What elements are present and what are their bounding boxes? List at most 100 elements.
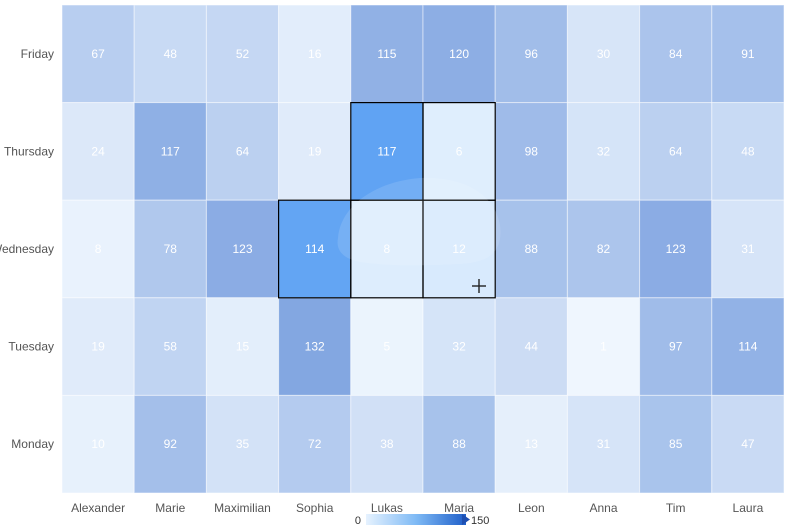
cell-value-label: 31 (741, 242, 755, 256)
heatmap-cell[interactable] (639, 394, 713, 494)
heatmap-cell[interactable] (566, 297, 641, 396)
y-axis: Friday Thursday Wednesday Tuesday Monday (0, 47, 54, 451)
y-tick-label: Tuesday (8, 340, 54, 354)
legend-gradient-bar (366, 514, 466, 525)
cell-value-label: 92 (164, 437, 178, 451)
cell-value-label: 115 (377, 47, 396, 61)
x-tick-label: Anna (589, 501, 617, 515)
heatmap-cell[interactable] (639, 102, 713, 201)
x-tick-label: Alexander (71, 501, 125, 515)
heatmap-cell[interactable] (639, 297, 713, 396)
heatmap-cell[interactable] (711, 102, 785, 201)
heatmap-cell[interactable] (494, 4, 568, 104)
heatmap-cell[interactable] (422, 394, 496, 494)
x-tick-label: Laura (733, 501, 764, 515)
crosshair-cursor-icon (472, 279, 486, 293)
cell-value-label: 19 (308, 144, 322, 158)
heatmap-cell[interactable] (278, 394, 352, 494)
heatmap-cell[interactable] (494, 199, 568, 299)
heatmap-cell[interactable] (422, 297, 496, 396)
cell-value-label: 85 (669, 437, 683, 451)
cell-value-label: 64 (669, 144, 683, 158)
cell-value-label: 114 (738, 340, 757, 354)
heatmap-cell[interactable] (350, 4, 424, 104)
heatmap-cell[interactable] (350, 199, 424, 299)
cell-value-label: 32 (452, 340, 466, 354)
cell-value-label: 47 (741, 437, 755, 451)
cell-value-label: 52 (236, 47, 250, 61)
cell-value-label: 120 (449, 47, 469, 61)
heatmap-cell[interactable] (278, 102, 352, 201)
cell-value-label: 12 (452, 242, 466, 256)
selected-cell-outline (422, 199, 496, 299)
y-tick-label: Wednesday (0, 242, 54, 256)
cell-value-label: 91 (741, 47, 755, 61)
heatmap-cell[interactable] (205, 4, 280, 104)
cell-value-label: 97 (669, 340, 683, 354)
heatmap-cell[interactable] (61, 4, 135, 104)
selection-outlines (278, 101, 496, 299)
y-tick-label: Friday (21, 47, 54, 61)
brush-highlight (337, 177, 501, 266)
cell-value-label: 117 (377, 144, 396, 158)
cell-value-label: 98 (525, 144, 539, 158)
cell-value-label: 78 (164, 242, 178, 256)
heatmap-cell[interactable] (61, 199, 135, 299)
heatmap-cell[interactable] (205, 199, 280, 299)
cell-value-label: 48 (741, 144, 755, 158)
x-tick-label: Leon (518, 501, 545, 515)
heatmap-cell[interactable] (133, 394, 207, 494)
cell-value-label: 16 (308, 47, 322, 61)
cell-value-label: 67 (91, 47, 105, 61)
cell-value-label: 10 (91, 437, 105, 451)
x-tick-label: Maria (444, 501, 474, 515)
heatmap-cell[interactable] (566, 102, 641, 201)
cell-value-label: 123 (232, 242, 252, 256)
heatmap-cell[interactable] (278, 4, 352, 104)
heatmap-cell[interactable] (711, 297, 785, 396)
cell-value-label: 58 (164, 340, 178, 354)
cell-value-label: 35 (236, 437, 250, 451)
cell-value-label: 44 (525, 340, 539, 354)
heatmap-cell[interactable] (566, 4, 641, 104)
cell-value-label: 64 (236, 144, 250, 158)
heatmap-cell[interactable] (494, 102, 568, 201)
cell-value-label: 114 (305, 242, 324, 256)
legend-min-label: 0 (355, 515, 361, 527)
heatmap-cell[interactable] (205, 297, 280, 396)
heatmap-cell[interactable] (61, 394, 135, 494)
cell-value-label: 48 (164, 47, 178, 61)
cell-value-label: 8 (95, 242, 102, 256)
cell-value-label: 132 (305, 340, 325, 354)
legend-end-arrow (462, 514, 470, 525)
cell-value-label: 123 (666, 242, 686, 256)
heatmap-cell[interactable] (566, 394, 641, 494)
cell-value-label: 96 (525, 47, 539, 61)
cell-value-label: 84 (669, 47, 683, 61)
cell-value-label: 31 (597, 437, 611, 451)
heatmap-cell[interactable] (711, 394, 785, 494)
x-tick-label: Lukas (371, 501, 403, 515)
heatmap-cell[interactable] (639, 4, 713, 104)
cell-value-label: 117 (161, 144, 180, 158)
color-legend: 0 150 (355, 514, 489, 527)
cell-value-label: 82 (597, 242, 611, 256)
x-tick-label: Sophia (296, 501, 334, 515)
cell-value-label: 88 (525, 242, 539, 256)
y-tick-label: Monday (11, 437, 54, 451)
cell-value-label: 1 (600, 340, 607, 354)
cell-value-label: 72 (308, 437, 322, 451)
heatmap-cell[interactable] (133, 297, 207, 396)
heatmap-cell[interactable] (205, 102, 280, 201)
heatmap-cell[interactable] (205, 394, 280, 494)
y-tick-label: Thursday (4, 144, 54, 158)
cell-value-label: 5 (384, 340, 391, 354)
legend-max-label: 150 (471, 515, 489, 527)
cell-value-label: 13 (525, 437, 539, 451)
cell-value-label: 30 (597, 47, 611, 61)
heatmap-cell[interactable] (711, 4, 785, 104)
heatmap-cell[interactable] (350, 297, 424, 396)
cell-value-label: 88 (452, 437, 466, 451)
